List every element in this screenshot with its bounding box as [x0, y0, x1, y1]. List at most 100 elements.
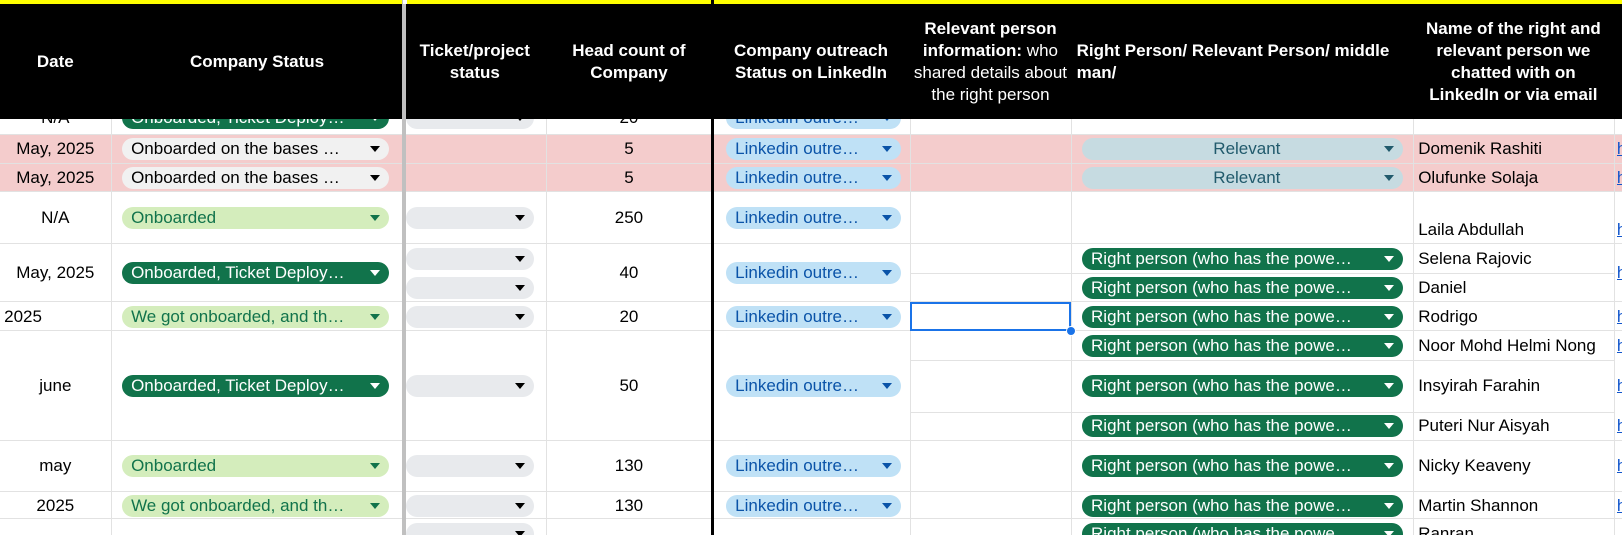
outreach-chip[interactable]: Linkedin outre… — [726, 494, 901, 517]
ticket-chip[interactable] — [405, 455, 534, 478]
ticket-chip[interactable] — [405, 494, 534, 517]
date: May, 2025 — [16, 167, 95, 187]
headcount: 130 — [614, 456, 644, 476]
dropdown-arrow — [1383, 530, 1394, 535]
relevance-chip[interactable]: Right person (who has the powe… — [1082, 455, 1403, 478]
link[interactable]: h — [1616, 306, 1622, 326]
header-bg — [0, 0, 1622, 119]
relevance-chip[interactable]: Right person (who has the powe… — [1082, 276, 1403, 299]
dropdown-arrow — [1383, 502, 1394, 509]
relevance-chip[interactable]: Right person (who has the powe… — [1082, 334, 1403, 357]
cell-border — [1413, 519, 1415, 535]
chip-text: Onboarded — [131, 208, 217, 228]
header-text: Relevant person information: who shared … — [912, 18, 1068, 106]
chip-text: Linkedin outre… — [735, 495, 859, 515]
outreach-chip[interactable]: Linkedin outre… — [726, 207, 901, 230]
headcount: 5 — [624, 139, 634, 158]
relevance-chip[interactable]: Right person (who has the powe… — [1082, 305, 1403, 328]
cell-border — [546, 331, 548, 441]
dropdown-arrow — [514, 530, 525, 535]
cell-border — [1613, 491, 1615, 520]
ticket-chip[interactable] — [405, 305, 534, 328]
header-cell: Right Person/ Relevant Person/ middle ma… — [1076, 40, 1390, 82]
status-chip[interactable]: Onboarded, Ticket Deploy… — [122, 374, 389, 397]
black-divider — [710, 0, 714, 535]
link[interactable]: h — [1616, 167, 1622, 187]
link[interactable]: h — [1616, 219, 1622, 239]
cell-border — [110, 192, 112, 245]
header-cell: Ticket/project status — [419, 40, 530, 82]
outreach-chip[interactable]: Linkedin outre… — [726, 305, 901, 328]
relevance-chip[interactable]: Right person (who has the powe… — [1082, 522, 1403, 535]
chip-text: Right person (who has the powe… — [1091, 277, 1352, 297]
relevance-chip[interactable]: Right person (who has the powe… — [1082, 494, 1403, 517]
dropdown-arrow — [881, 270, 892, 277]
person-name: Olufunke Solaja — [1418, 167, 1539, 187]
chip-text: Relevant — [1213, 139, 1281, 158]
cell-border — [546, 192, 548, 245]
chip-text: Right person (who has the powe… — [1091, 495, 1352, 515]
status-chip[interactable]: Onboarded on the bases … — [122, 138, 389, 160]
cell-border — [1070, 302, 1072, 332]
cell-border — [1413, 244, 1415, 303]
status-chip[interactable]: We got onboarded, and th… — [122, 305, 389, 328]
chip-text: Relevant — [1213, 167, 1281, 187]
status-chip[interactable]: Onboarded on the bases … — [122, 166, 389, 189]
link[interactable]: h — [1616, 456, 1622, 476]
headcount: 40 — [619, 263, 639, 283]
cell-border — [110, 519, 112, 535]
headcount: 5 — [624, 167, 634, 187]
cell-border — [910, 440, 912, 492]
dropdown-arrow — [1383, 146, 1394, 152]
dropdown-arrow — [1383, 342, 1394, 349]
status-chip[interactable]: Onboarded — [122, 207, 389, 230]
link[interactable]: h — [1616, 139, 1622, 158]
headcount: 130 — [614, 495, 644, 515]
relevance-chip[interactable]: Right person (who has the powe… — [1082, 415, 1403, 438]
outreach-chip[interactable]: Linkedin outre… — [726, 262, 901, 285]
relevance-chip[interactable]: Right person (who has the powe… — [1082, 247, 1403, 270]
ticket-chip[interactable] — [405, 247, 534, 270]
row-border — [0, 243, 1622, 245]
link[interactable]: h — [1616, 335, 1622, 355]
row-border — [0, 330, 1622, 332]
link[interactable]: h — [1616, 495, 1622, 515]
status-chip[interactable]: Onboarded, Ticket Deploy… — [122, 262, 389, 285]
person-name: Rodrigo — [1418, 306, 1478, 326]
link[interactable]: h — [1616, 263, 1622, 283]
cell-border — [1613, 134, 1615, 164]
date: 2025 — [36, 495, 75, 515]
link[interactable]: h — [1616, 375, 1622, 395]
outreach-chip[interactable]: Linkedin outre… — [726, 455, 901, 478]
date: N/A — [41, 208, 70, 228]
status-chip[interactable]: We got onboarded, and th… — [122, 494, 389, 517]
outreach-chip[interactable]: Linkedin outre… — [726, 166, 901, 189]
date: May, 2025 — [16, 139, 95, 158]
cell-border — [910, 331, 912, 441]
relevance-chip[interactable]: Relevant — [1082, 138, 1403, 160]
cell-border — [1070, 491, 1072, 520]
chip-text: Right person (who has the powe… — [1091, 375, 1352, 395]
outreach-chip[interactable]: Linkedin outre… — [726, 138, 901, 160]
dropdown-arrow — [369, 146, 380, 152]
ticket-chip[interactable] — [405, 522, 534, 535]
link[interactable]: h — [1616, 416, 1622, 436]
outreach-chip[interactable]: Linkedin outre… — [726, 374, 901, 397]
dropdown-arrow — [514, 502, 525, 509]
ticket-chip[interactable] — [405, 207, 534, 230]
dropdown-arrow — [514, 463, 525, 470]
date: 2025 — [4, 306, 42, 326]
ticket-chip[interactable] — [405, 374, 534, 397]
status-chip[interactable]: Onboarded — [122, 455, 389, 478]
cell-border — [1070, 134, 1072, 164]
cell-border — [1070, 519, 1072, 535]
relevance-chip[interactable]: Right person (who has the powe… — [1082, 374, 1403, 397]
dropdown-arrow — [1383, 382, 1394, 389]
ticket-chip[interactable] — [405, 276, 534, 299]
header-cell: Company outreach Status on LinkedIn — [734, 40, 888, 82]
row-border — [0, 439, 1622, 441]
cell-border — [910, 134, 912, 164]
row-border — [0, 133, 1622, 135]
relevance-chip[interactable]: Relevant — [1082, 166, 1403, 189]
chip-text: Onboarded, Ticket Deploy… — [131, 263, 345, 283]
